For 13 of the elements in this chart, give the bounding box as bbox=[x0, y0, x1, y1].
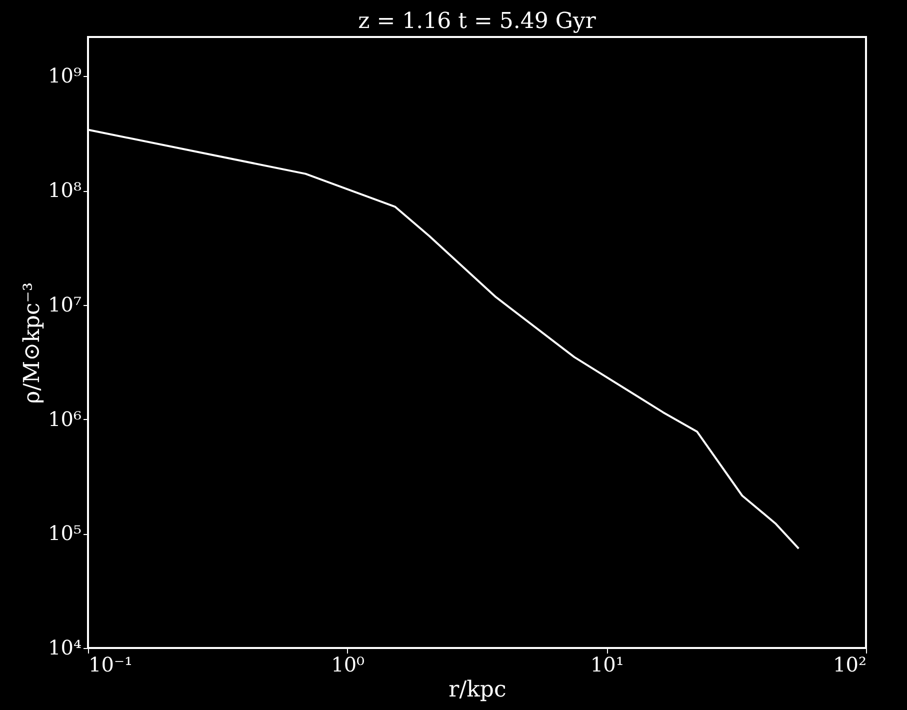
y-tick-label: 10⁹ bbox=[48, 64, 82, 88]
y-tick-label: 10⁵ bbox=[48, 521, 82, 546]
y-tick-label: 10⁴ bbox=[48, 636, 82, 660]
x-tick-label: 10⁰ bbox=[331, 652, 365, 676]
x-tick-label: 10² bbox=[833, 652, 866, 676]
x-axis-title: r/kpc bbox=[448, 678, 506, 702]
chart-title: z = 1.16 t = 5.49 Gyr bbox=[358, 9, 596, 34]
y-axis-title: ρ/M⊙kpc⁻³ bbox=[20, 282, 46, 404]
y-tick-label: 10⁶ bbox=[48, 406, 82, 431]
y-tick-label: 10⁸ bbox=[48, 178, 82, 202]
x-tick-label: 10⁻¹ bbox=[88, 652, 133, 676]
x-tick-label: 10¹ bbox=[590, 652, 624, 676]
y-tick-label: 10⁷ bbox=[48, 292, 82, 316]
